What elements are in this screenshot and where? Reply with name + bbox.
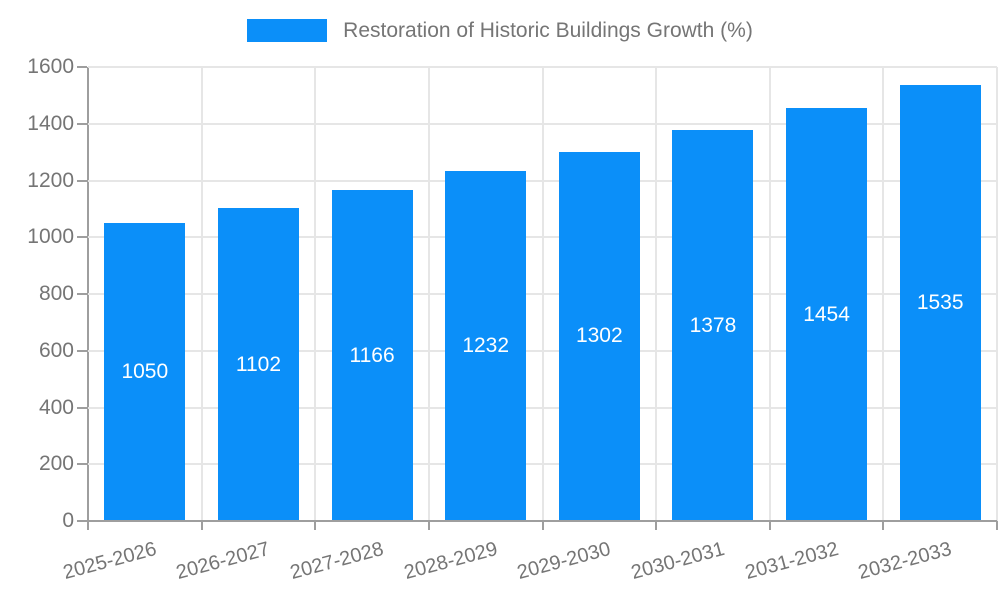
y-axis-tick [77,179,87,182]
bar[interactable]: 1454 [786,108,868,521]
bar-value-label: 1166 [349,343,395,367]
bar[interactable]: 1535 [899,85,981,521]
x-axis-tick [87,521,89,530]
y-tick-label: 400 [38,395,74,419]
bar[interactable]: 1102 [217,208,299,521]
bar-value-label: 1232 [462,334,510,358]
bar-value-label: 1378 [689,313,737,337]
bar[interactable]: 1232 [445,171,527,521]
plot-area: 1050 1102 1166 1232 1302 1378 1454 1535 [87,66,998,522]
bar-value-label: 1535 [916,291,964,315]
y-tick-label: 200 [38,452,74,476]
bar[interactable]: 1050 [104,223,186,521]
bar[interactable]: 1166 [331,190,413,521]
x-axis-tick [200,521,203,530]
v-gridline [768,67,771,521]
y-axis-tick [77,520,87,522]
y-axis-tick [77,236,87,239]
y-axis-tick [77,349,87,352]
v-gridline [541,67,544,521]
y-axis-tick [77,122,87,125]
v-gridline [427,67,430,521]
x-axis-tick [541,521,544,530]
y-tick-label: 600 [38,338,74,362]
bar-value-label: 1302 [575,324,623,348]
x-axis-tick [655,521,658,530]
x-axis-tick [427,521,430,530]
y-tick-label: 1600 [27,55,74,78]
y-tick-label: 1200 [27,168,74,192]
y-tick-label: 1400 [27,111,74,135]
x-axis-line [88,520,997,522]
legend-swatch-icon [247,19,328,42]
bar-value-label: 1454 [803,302,850,326]
chart-legend[interactable]: Restoration of Historic Buildings Growth… [0,19,1000,42]
v-gridline [200,67,203,521]
y-axis-tick [77,66,87,68]
legend-label: Restoration of Historic Buildings Growth… [343,19,753,42]
bar-value-label: 1050 [121,360,169,384]
x-axis-tick [882,521,885,530]
y-axis-tick [77,293,87,295]
y-tick-label: 1000 [27,225,74,249]
bar[interactable]: 1302 [558,151,640,521]
y-tick-label: 800 [38,282,74,305]
x-axis-tick [768,521,771,530]
y-tick-label: 0 [62,509,74,532]
bar-value-label: 1102 [235,352,282,376]
x-axis-tick [996,521,998,530]
v-gridline [882,67,885,521]
bar[interactable]: 1378 [672,130,754,521]
y-axis-tick [77,406,87,409]
v-gridline [655,67,658,521]
x-axis-tick [314,521,317,530]
y-axis-tick [77,463,87,466]
v-gridline [996,67,998,521]
v-gridline [314,67,317,521]
